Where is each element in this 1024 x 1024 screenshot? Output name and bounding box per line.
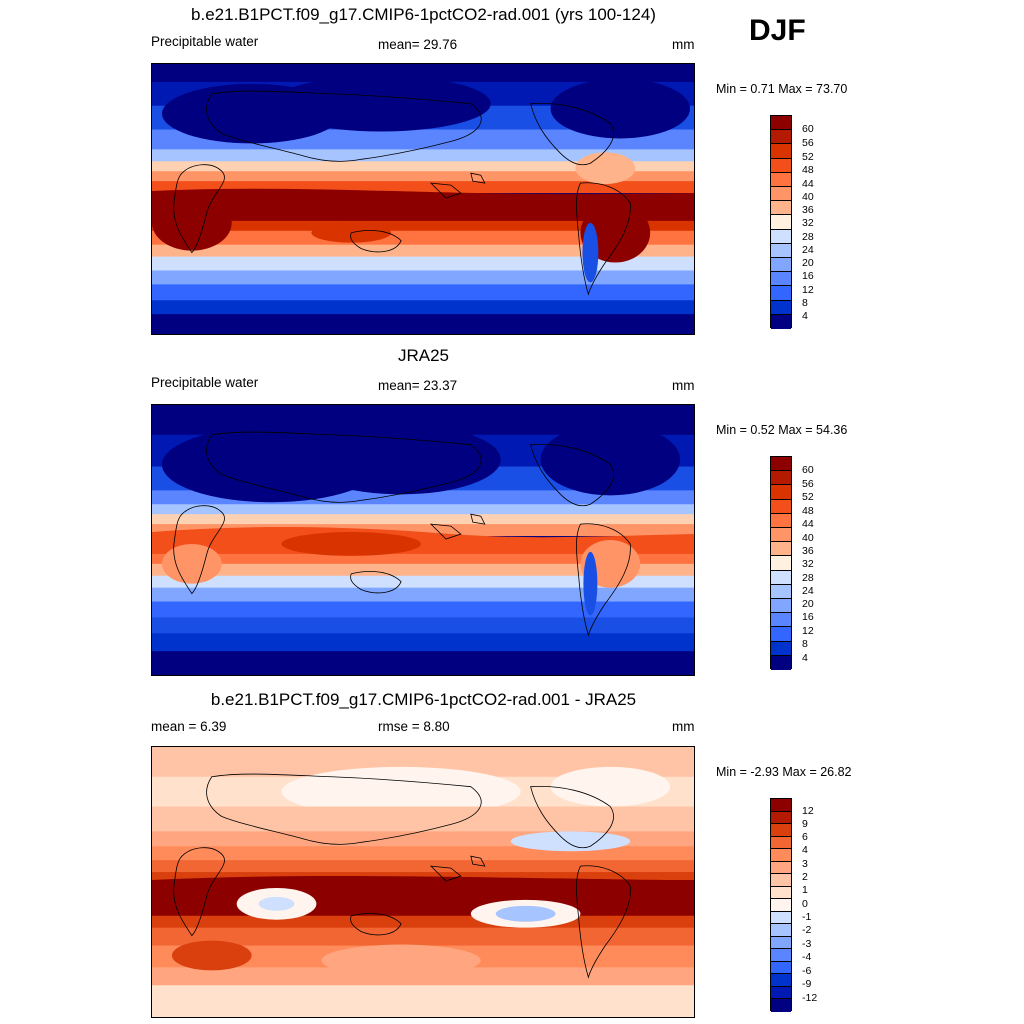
panel-minmax-model: Min = 0.71 Max = 73.70 <box>716 82 848 96</box>
colorbar-tick: 52 <box>802 491 814 503</box>
colorbar-tick: 40 <box>802 191 814 203</box>
colorbar-tick: 16 <box>802 611 814 623</box>
colorbar-tick: 8 <box>802 297 808 309</box>
panel-units-model: mm <box>672 37 695 52</box>
colorbar-tick: 0 <box>802 898 808 910</box>
colorbar-tick: -1 <box>802 911 812 923</box>
colorbar-tick: 2 <box>802 871 808 883</box>
map-model <box>151 63 695 335</box>
colorbar-tick: 44 <box>802 518 814 530</box>
colorbar-obs <box>770 456 792 670</box>
colorbar-tick: -2 <box>802 924 812 936</box>
colorbar-tick: 16 <box>802 270 814 282</box>
colorbar-tick: 8 <box>802 638 808 650</box>
colorbar-tick: 12 <box>802 805 814 817</box>
colorbar-tick: 40 <box>802 532 814 544</box>
colorbar-tick: 28 <box>802 572 814 584</box>
colorbar-tick: -12 <box>802 992 818 1004</box>
colorbar-diff <box>770 798 792 1012</box>
colorbar-tick: -4 <box>802 951 812 963</box>
colorbar-tick: -3 <box>802 938 812 950</box>
colorbar-tick: 48 <box>802 505 814 517</box>
panel-title-model: b.e21.B1PCT.f09_g17.CMIP6-1pctCO2-rad.00… <box>191 5 656 24</box>
colorbar-tick: 32 <box>802 217 814 229</box>
colorbar-tick: 20 <box>802 598 814 610</box>
colorbar-tick: 32 <box>802 558 814 570</box>
panel-minmax-diff: Min = -2.93 Max = 26.82 <box>716 765 852 779</box>
colorbar-tick: 9 <box>802 818 808 830</box>
colorbar-tick: -6 <box>802 965 812 977</box>
panel-mean-diff: mean = 6.39 <box>151 719 227 734</box>
panel-units-diff: mm <box>672 719 695 734</box>
map-diff <box>151 746 695 1018</box>
panel-minmax-obs: Min = 0.52 Max = 54.36 <box>716 423 848 437</box>
panel-title-obs: JRA25 <box>397 346 450 365</box>
colorbar-tick: 44 <box>802 178 814 190</box>
colorbar-tick: 36 <box>802 545 814 557</box>
colorbar-tick: -9 <box>802 978 812 990</box>
colorbar-tick: 3 <box>802 858 808 870</box>
colorbar-tick: 24 <box>802 585 814 597</box>
colorbar-tick: 4 <box>802 652 808 664</box>
panel-units-obs: mm <box>672 378 695 393</box>
panel-mean-obs: mean= 23.37 <box>378 378 458 393</box>
colorbar-tick: 12 <box>802 625 814 637</box>
colorbar-tick: 36 <box>802 204 814 216</box>
colorbar-tick: 12 <box>802 284 814 296</box>
colorbar-tick: 4 <box>802 844 808 856</box>
colorbar-tick: 56 <box>802 478 814 490</box>
season-label: DJF <box>749 14 806 47</box>
colorbar-tick: 24 <box>802 244 814 256</box>
colorbar-tick: 1 <box>802 884 808 896</box>
colorbar-tick: 6 <box>802 831 808 843</box>
colorbar-tick: 52 <box>802 151 814 163</box>
panel-variable-model: Precipitable water <box>151 34 259 49</box>
colorbar-tick: 28 <box>802 231 814 243</box>
panel-rmse-diff: rmse = 8.80 <box>378 719 450 734</box>
colorbar-tick: 56 <box>802 137 814 149</box>
colorbar-tick: 60 <box>802 123 814 135</box>
map-obs <box>151 404 695 676</box>
colorbar-tick: 20 <box>802 257 814 269</box>
panel-mean-model: mean= 29.76 <box>378 37 458 52</box>
colorbar-tick: 60 <box>802 464 814 476</box>
colorbar-tick: 4 <box>802 310 808 322</box>
panel-title-diff: b.e21.B1PCT.f09_g17.CMIP6-1pctCO2-rad.00… <box>210 690 637 709</box>
panel-variable-obs: Precipitable water <box>151 375 259 390</box>
colorbar-model <box>770 115 792 329</box>
colorbar-tick: 48 <box>802 164 814 176</box>
